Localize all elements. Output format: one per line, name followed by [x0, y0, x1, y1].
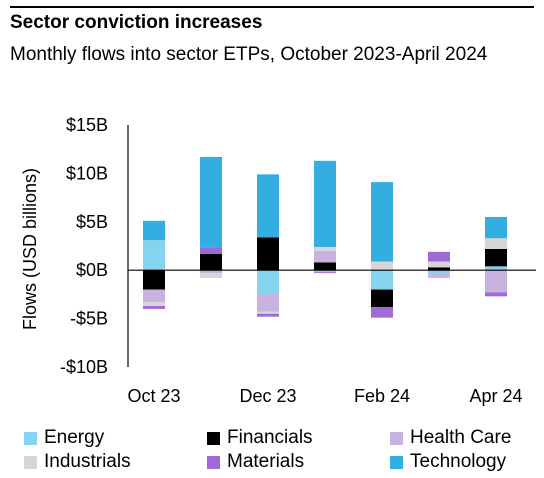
bar-segment-financials-apr-24 [485, 248, 507, 267]
bar-segment-energy-dec-23 [257, 270, 279, 295]
legend-swatch [24, 455, 37, 469]
bar-segment-industrials-dec-23 [257, 311, 279, 314]
bar-segment-industrials-oct-23 [143, 302, 165, 307]
bar-segment-financials-feb-24 [371, 289, 393, 307]
bar-segment-materials-dec-23 [257, 313, 279, 317]
x-tick-label: Apr 24 [469, 386, 522, 406]
legend-item-energy: Energy [24, 427, 104, 449]
chart-title: Sector conviction increases [10, 12, 263, 33]
bar-segment-health-care-nov-23 [200, 270, 222, 274]
legend-label: Health Care [410, 427, 512, 448]
legend-swatch [24, 431, 37, 445]
bar-segment-technology-apr-24 [485, 216, 507, 239]
bar-segment-materials-mar-24 [428, 251, 450, 262]
chart-subtitle: Monthly flows into sector ETPs, October … [10, 44, 488, 65]
bar-segment-materials-apr-24 [485, 292, 507, 297]
top-rule [10, 6, 534, 8]
legend-label: Materials [227, 451, 305, 472]
bar-segment-technology-nov-23 [200, 156, 222, 248]
bar-segment-health-care-apr-24 [485, 270, 507, 293]
bar-segment-energy-jan-24 [314, 270, 336, 273]
legend-label: Technology [410, 451, 507, 472]
bar-segment-technology-feb-24 [371, 182, 393, 262]
bar-segment-technology-jan-24 [314, 160, 336, 247]
y-tick-label: $10B [66, 163, 108, 183]
legend-item-financials: Financials [207, 427, 313, 449]
bar-segment-financials-mar-24 [428, 267, 450, 271]
x-tick-label: Dec 23 [239, 386, 296, 406]
legend-swatch [207, 431, 220, 445]
bar-segment-health-care-oct-23 [143, 289, 165, 303]
y-tick-label: -$10B [60, 357, 108, 377]
bar-segment-industrials-apr-24 [485, 238, 507, 249]
bar-segment-health-care-mar-24 [428, 274, 450, 278]
x-tick-label: Feb 24 [354, 386, 410, 406]
legend-item-industrials: Industrials [24, 451, 131, 473]
bar-segment-materials-feb-24 [371, 306, 393, 318]
bar-segment-financials-jan-24 [314, 262, 336, 271]
legend-item-technology: Technology [390, 451, 506, 473]
bar-segment-technology-oct-23 [143, 220, 165, 241]
y-tick-label: -$5B [70, 309, 108, 329]
bar-segment-financials-oct-23 [143, 270, 165, 290]
y-tick-label: $5B [76, 212, 108, 232]
bar-segment-health-care-dec-23 [257, 294, 279, 312]
legend-label: Financials [227, 427, 313, 448]
legend-item-materials: Materials [207, 451, 304, 473]
y-axis-label: Flows (USD billions) [20, 168, 40, 330]
y-tick-label: $15B [66, 115, 108, 135]
bar-segment-health-care-jan-24 [314, 250, 336, 263]
legend-label: Industrials [44, 451, 131, 472]
bar-segment-energy-feb-24 [371, 270, 393, 290]
bar-segment-industrials-jan-24 [314, 246, 336, 251]
bar-segment-energy-apr-24 [485, 266, 507, 271]
bar-segment-industrials-feb-24 [371, 261, 393, 271]
bar-segment-financials-nov-23 [200, 253, 222, 271]
bar-segment-energy-mar-24 [428, 270, 450, 275]
bar-segment-technology-dec-23 [257, 174, 279, 238]
legend-label: Energy [44, 427, 105, 448]
y-tick-label: $0B [76, 260, 108, 280]
legend-item-health-care: Health Care [390, 427, 511, 449]
legend-swatch [207, 455, 220, 469]
bar-segment-materials-jan-24 [314, 272, 336, 274]
bar-segment-financials-dec-23 [257, 237, 279, 271]
bar-segment-industrials-mar-24 [428, 261, 450, 268]
bar-segment-energy-oct-23 [143, 240, 165, 271]
bar-segment-materials-oct-23 [143, 306, 165, 309]
x-tick-label: Oct 23 [127, 386, 180, 406]
legend-swatch [390, 455, 403, 469]
legend-swatch [390, 431, 403, 445]
bar-segment-materials-nov-23 [200, 247, 222, 254]
bar-segment-industrials-nov-23 [200, 273, 222, 278]
